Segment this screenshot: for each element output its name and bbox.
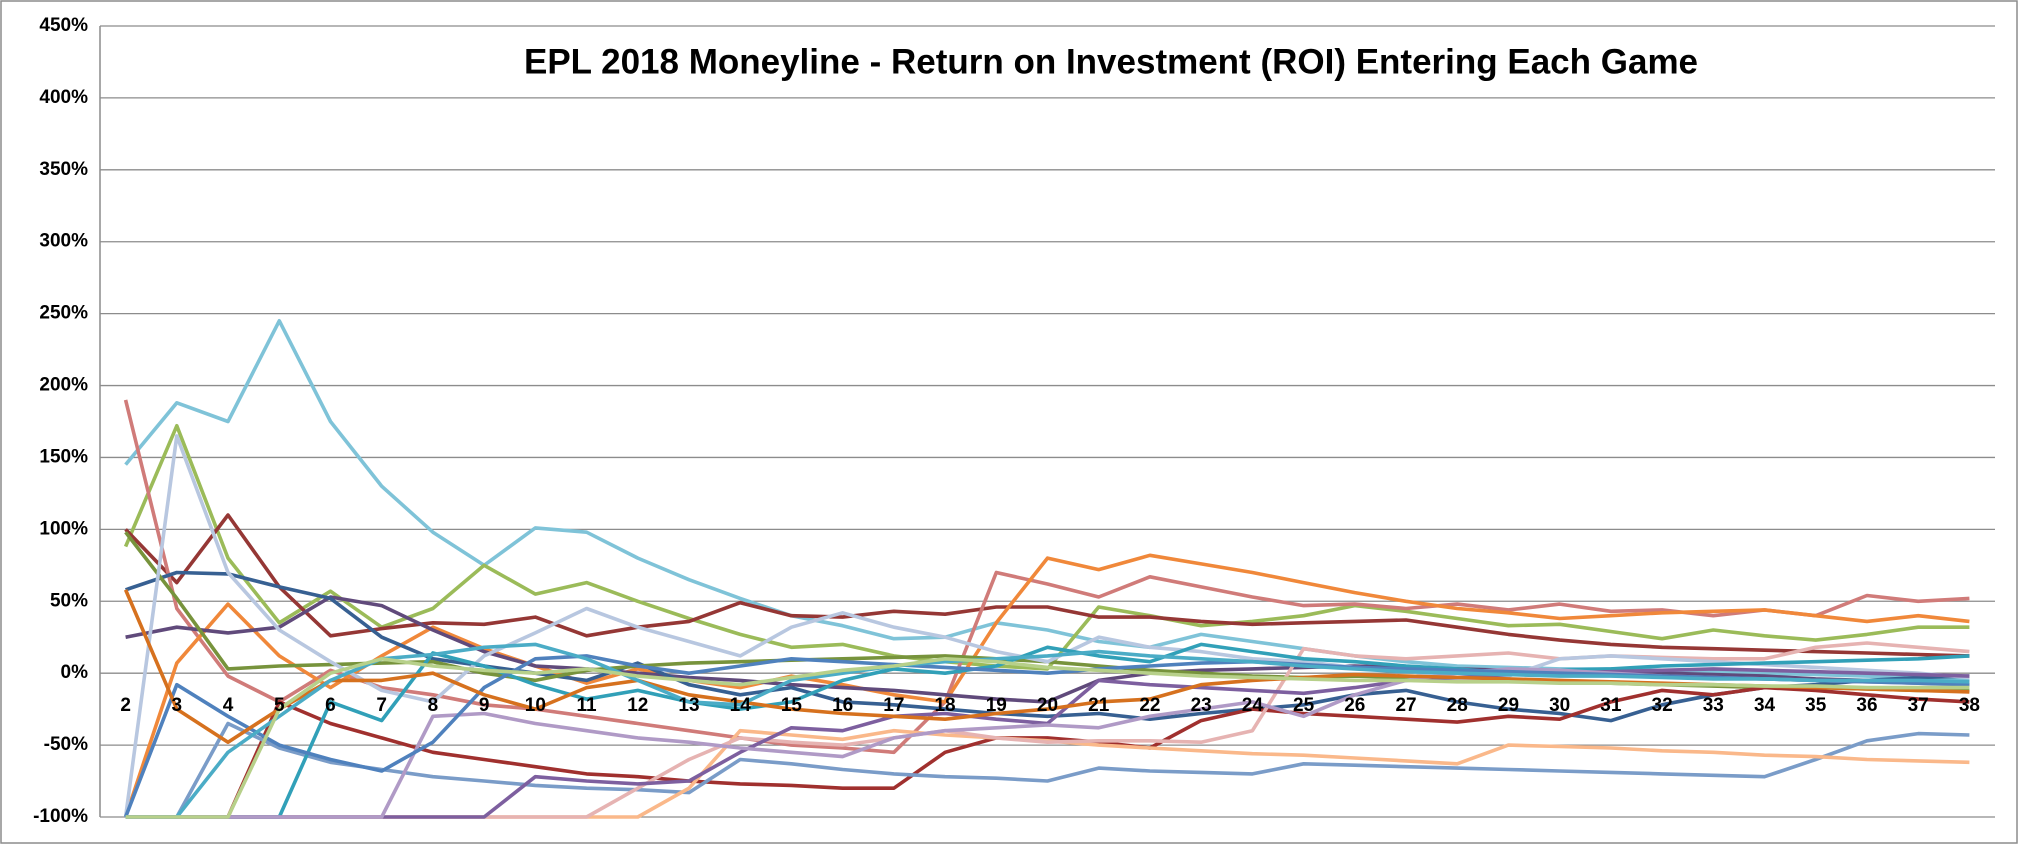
x-tick-label: 25: [1293, 695, 1315, 716]
x-tick-label: 36: [1856, 695, 1877, 716]
x-tick-label: 30: [1549, 695, 1570, 716]
labels: -100% -50% 0% 50% 100% 150% 200% 250% 300% 350% 40…: [33, 15, 1980, 827]
chart-title: EPL 2018 Moneyline - Return on Investmen…: [524, 42, 1698, 81]
y-tick-label: 250%: [39, 303, 88, 324]
x-tick-label: 7: [376, 695, 387, 716]
y-tick-label: 0%: [61, 662, 89, 683]
series-line: [123, 434, 1970, 818]
x-tick-label: 27: [1395, 695, 1416, 716]
x-tick-label: 38: [1959, 695, 1980, 716]
x-tick-label: 11: [577, 695, 598, 716]
series-line: [125, 657, 1970, 819]
series-line: [125, 721, 1970, 819]
series-line: [123, 553, 1970, 818]
y-tick-label: 200%: [39, 375, 88, 396]
series-line: [125, 595, 1970, 704]
x-tick-label: 9: [479, 695, 490, 716]
x-tick-label: 28: [1447, 695, 1468, 716]
x-tick-label: 12: [627, 695, 648, 716]
x-tick-label: 18: [934, 695, 955, 716]
x-tick-label: 24: [1242, 695, 1264, 716]
y-tick-label: 300%: [39, 231, 88, 252]
y-tick-label: 50%: [50, 590, 88, 611]
x-tick-label: 35: [1805, 695, 1827, 716]
x-tick-label: 14: [730, 695, 752, 716]
series-line: [123, 399, 1970, 755]
x-tick-label: 31: [1600, 695, 1622, 716]
x-tick-label: 21: [1088, 695, 1110, 716]
x-tick-label: 8: [428, 695, 439, 716]
y-tick-label: 100%: [39, 518, 88, 539]
x-tick-label: 2: [120, 695, 131, 716]
series-line: [125, 685, 1970, 819]
y-tick-label: 150%: [39, 446, 88, 467]
x-tick-label: 37: [1908, 695, 1929, 716]
x-tick-label: 26: [1344, 695, 1365, 716]
x-tick-label: 29: [1498, 695, 1519, 716]
x-tick-label: 22: [1139, 695, 1160, 716]
x-tick-label: 17: [883, 695, 904, 716]
x-tick-label: 19: [986, 695, 1007, 716]
x-tick-label: 34: [1754, 695, 1776, 716]
x-tick-label: 32: [1652, 695, 1673, 716]
y-tick-label: 400%: [39, 87, 88, 108]
y-tick-label: -50%: [44, 734, 88, 755]
x-tick-label: 23: [1191, 695, 1212, 716]
x-tick-label: 33: [1703, 695, 1724, 716]
x-tick-label: 6: [325, 695, 336, 716]
x-tick-label: 15: [781, 695, 803, 716]
series-line: [125, 570, 1970, 723]
x-tick-label: 5: [274, 695, 285, 716]
y-tick-label: 350%: [39, 159, 88, 180]
lines: [123, 319, 1970, 819]
series-line: [124, 513, 1970, 658]
x-tick-label: 10: [525, 695, 546, 716]
x-tick-label: 13: [678, 695, 699, 716]
y-tick-label: -100%: [33, 806, 88, 827]
x-tick-label: 4: [223, 695, 234, 716]
series-line: [125, 642, 1970, 819]
x-tick-label: 20: [1037, 695, 1058, 716]
x-tick-label: 16: [832, 695, 853, 716]
x-tick-label: 3: [172, 695, 183, 716]
y-tick-label: 450%: [39, 15, 88, 36]
